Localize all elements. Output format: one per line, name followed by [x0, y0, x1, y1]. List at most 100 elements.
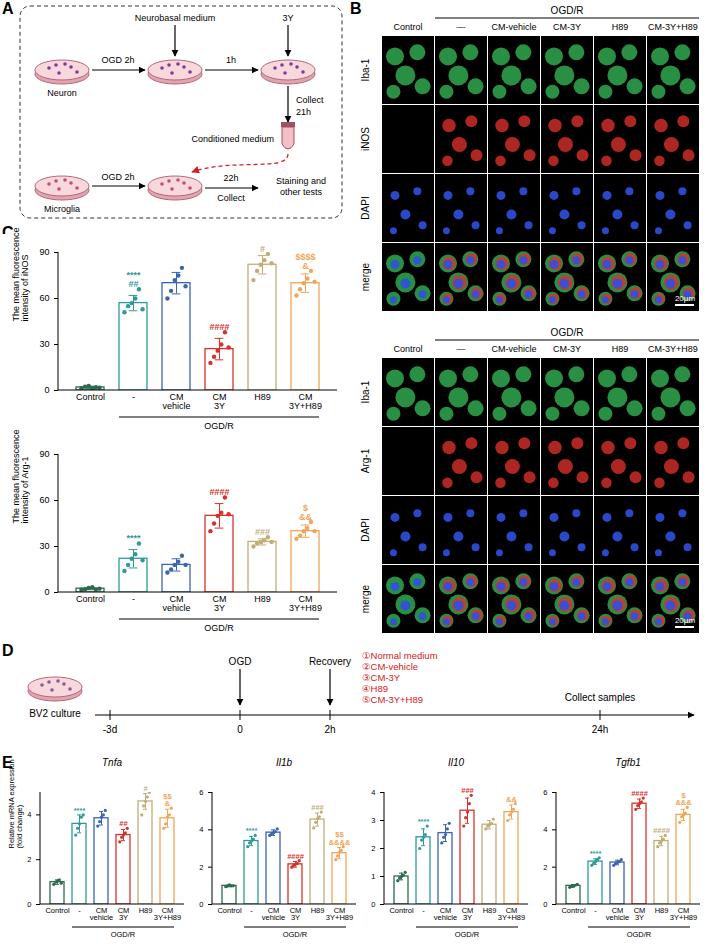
svg-text:####: ####: [287, 852, 305, 861]
svg-text:The mean fluorescenceintensity: The mean fluorescenceintensity of Arg-1: [11, 429, 30, 523]
svg-text:Control: Control: [45, 906, 70, 915]
svg-text:0: 0: [371, 900, 375, 909]
svg-text:30: 30: [39, 541, 49, 551]
svg-text:CMvehicle: CMvehicle: [162, 392, 190, 411]
svg-text:0: 0: [44, 587, 49, 597]
svg-text:-: -: [594, 906, 597, 915]
svg-text:22h: 22h: [223, 173, 238, 183]
svg-text:CM3Y: CM3Y: [213, 594, 227, 613]
svg-text:0: 0: [543, 900, 547, 909]
svg-text:H89: H89: [612, 22, 629, 32]
svg-text:①Normal medium: ①Normal medium: [362, 650, 438, 661]
svg-text:H89: H89: [311, 906, 325, 915]
svg-text:CMvehicle: CMvehicle: [90, 906, 113, 923]
svg-text:0: 0: [27, 900, 31, 909]
svg-text:merge: merge: [360, 262, 371, 291]
svg-text:BV2 culture: BV2 culture: [29, 708, 81, 719]
svg-text:2: 2: [199, 863, 203, 872]
svg-text:Iba-1: Iba-1: [360, 58, 371, 81]
svg-text:90: 90: [39, 449, 49, 459]
svg-text:OGD/R: OGD/R: [204, 623, 234, 633]
svg-text:###: ###: [311, 803, 324, 812]
svg-text:OGD/R: OGD/R: [111, 930, 136, 939]
svg-text:2h: 2h: [324, 724, 335, 735]
svg-text:$&&: $&&: [299, 503, 312, 522]
svg-text:OGD/R: OGD/R: [551, 5, 584, 16]
svg-text:####: ####: [209, 322, 229, 332]
svg-text:—: —: [457, 344, 466, 354]
svg-text:1: 1: [371, 872, 375, 881]
svg-text:Collect samples: Collect samples: [565, 692, 636, 703]
svg-text:CM-3Y+H89: CM-3Y+H89: [648, 344, 698, 354]
svg-text:merge: merge: [360, 584, 371, 613]
svg-text:CM-vehicle: CM-vehicle: [491, 22, 536, 32]
svg-text:####: ####: [631, 789, 649, 798]
svg-text:2: 2: [371, 844, 375, 853]
svg-text:CM-3Y+H89: CM-3Y+H89: [648, 22, 698, 32]
svg-text:###: ###: [461, 786, 474, 795]
svg-text:Arg-1: Arg-1: [360, 448, 371, 473]
svg-text:$&&&: $&&&: [675, 791, 692, 808]
svg-text:CM-3Y: CM-3Y: [553, 344, 581, 354]
svg-text:4: 4: [27, 810, 31, 819]
svg-text:H89: H89: [254, 594, 271, 604]
svg-text:OGD/R: OGD/R: [283, 930, 308, 939]
svg-text:4: 4: [199, 825, 203, 834]
svg-text:6: 6: [543, 788, 547, 797]
svg-text:24h: 24h: [592, 724, 609, 735]
svg-text:****##: ****##: [126, 270, 141, 289]
svg-text:##: ##: [119, 819, 128, 828]
svg-text:Conditioned medium: Conditioned medium: [191, 134, 274, 144]
svg-text:#: #: [143, 784, 148, 793]
svg-text:Neuron: Neuron: [47, 88, 77, 98]
svg-text:H89: H89: [254, 392, 271, 402]
svg-text:Control: Control: [393, 22, 422, 32]
svg-text:-: -: [250, 906, 253, 915]
svg-text:H89: H89: [483, 906, 497, 915]
svg-text:CM-3Y: CM-3Y: [553, 22, 581, 32]
svg-text:Microglia: Microglia: [44, 204, 80, 214]
svg-text:60: 60: [39, 293, 49, 303]
svg-text:OGD: OGD: [229, 656, 252, 667]
svg-text:②CM-vehicle: ②CM-vehicle: [362, 661, 418, 672]
svg-text:4: 4: [543, 825, 547, 834]
svg-text:H89: H89: [139, 906, 153, 915]
svg-text:****: ****: [246, 826, 258, 835]
svg-text:CMvehicle: CMvehicle: [606, 906, 629, 923]
svg-text:CM3Y+H89: CM3Y+H89: [289, 392, 322, 411]
svg-text:CM3Y: CM3Y: [634, 906, 646, 923]
svg-text:2: 2: [543, 863, 547, 872]
svg-text:CM3Y: CM3Y: [462, 906, 474, 923]
svg-text:③CM-3Y: ③CM-3Y: [362, 672, 401, 683]
svg-text:CMvehicle: CMvehicle: [434, 906, 457, 923]
svg-text:Collect: Collect: [217, 193, 245, 203]
svg-text:30: 30: [39, 339, 49, 349]
svg-text:Neurobasal medium: Neurobasal medium: [135, 13, 216, 23]
svg-text:CM3Y+H89: CM3Y+H89: [289, 594, 322, 613]
svg-text:0: 0: [237, 724, 243, 735]
svg-text:3: 3: [371, 816, 375, 825]
svg-text:&&: &&: [506, 795, 517, 804]
svg-text:⑤CM-3Y+H89: ⑤CM-3Y+H89: [362, 694, 423, 705]
svg-text:other tests: other tests: [280, 187, 323, 197]
svg-text:$$$$&: $$$$&: [295, 252, 315, 271]
svg-text:OGD/R: OGD/R: [551, 327, 584, 338]
svg-text:$$&&&&: $$&&&&: [329, 830, 351, 847]
svg-text:CM3Y+H89: CM3Y+H89: [154, 906, 181, 923]
svg-text:DAPI: DAPI: [360, 518, 371, 541]
svg-text:Staining and: Staining and: [276, 176, 326, 186]
svg-text:####: ####: [653, 826, 671, 835]
svg-text:CM3Y: CM3Y: [213, 392, 227, 411]
svg-text:6: 6: [199, 788, 203, 797]
svg-text:H89: H89: [655, 906, 669, 915]
svg-text:iNOS: iNOS: [360, 127, 371, 151]
svg-text:The mean fluorescenceintensity: The mean fluorescenceintensity of iNOS: [11, 227, 30, 321]
svg-text:CM-vehicle: CM-vehicle: [491, 344, 536, 354]
svg-text:1h: 1h: [226, 55, 236, 65]
svg-text:4: 4: [371, 788, 375, 797]
svg-text:—: —: [457, 22, 466, 32]
svg-text:CM3Y+H89: CM3Y+H89: [670, 906, 697, 923]
svg-text:Control: Control: [393, 344, 422, 354]
svg-text:#: #: [260, 244, 265, 254]
svg-text:****: ****: [74, 806, 86, 815]
